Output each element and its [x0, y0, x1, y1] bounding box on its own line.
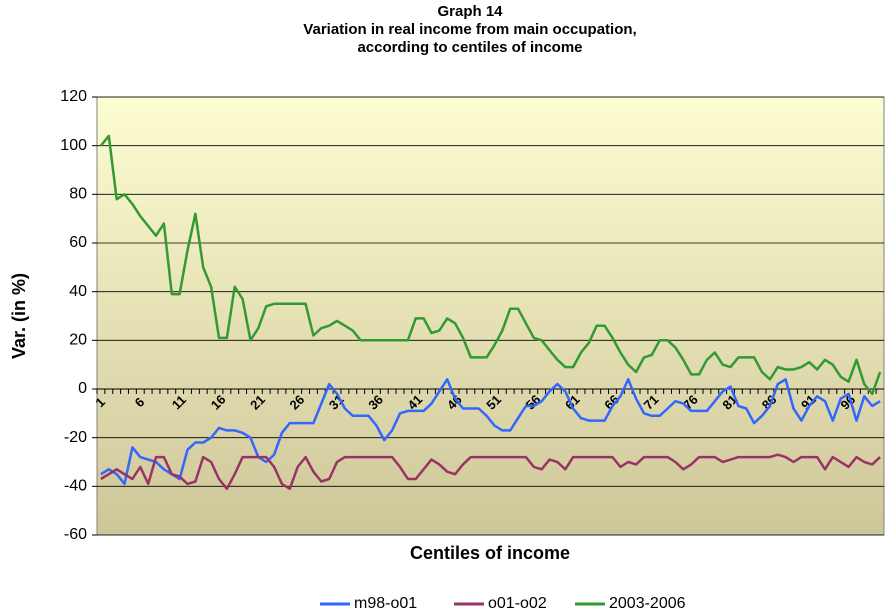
- legend-label: m98-o01: [354, 595, 417, 612]
- y-tick-label: 80: [69, 186, 87, 203]
- series-line: [100, 453, 881, 491]
- y-tick-label: 100: [60, 137, 87, 154]
- x-axis-title: Centiles of income: [410, 543, 570, 563]
- y-tick-label: -40: [64, 478, 87, 495]
- y-tick-label: -20: [64, 429, 87, 446]
- chart-title: Variation in real income from main occup…: [303, 21, 636, 38]
- y-axis-title: Var. (in %): [9, 273, 29, 359]
- y-tick-label: 20: [69, 332, 87, 349]
- y-tick-label: 120: [60, 88, 87, 105]
- legend-label: o01-o02: [488, 595, 547, 612]
- y-tick-label: -60: [64, 526, 87, 543]
- y-tick-label: 60: [69, 234, 87, 251]
- y-tick-label: 0: [78, 380, 87, 397]
- chart-title: Graph 14: [437, 3, 503, 20]
- plot-area: [96, 96, 885, 536]
- series-line: [100, 378, 881, 486]
- legend-label: 2003-2006: [609, 595, 686, 612]
- y-tick-label: 40: [69, 283, 87, 300]
- series-line: [99, 134, 882, 396]
- chart-title: according to centiles of income: [357, 39, 582, 56]
